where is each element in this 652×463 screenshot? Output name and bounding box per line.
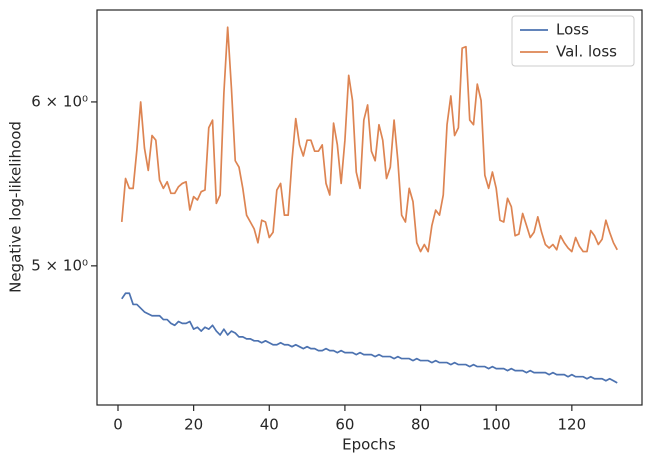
legend-box [511, 15, 635, 67]
x-tick-label: 120 [558, 416, 587, 434]
y-axis-label: Negative log-likelihood [7, 121, 25, 293]
x-tick-label: 60 [335, 416, 354, 434]
y-tick-label: 6 × 10⁰ [31, 92, 88, 110]
legend-label: Loss [556, 21, 589, 39]
x-tick-label: 80 [411, 416, 430, 434]
x-tick-label: 0 [113, 416, 123, 434]
line [120, 26, 618, 253]
x-tick-label: 100 [482, 416, 511, 434]
x-axis-label: Epochs [342, 436, 396, 454]
x-tick-label: 40 [260, 416, 279, 434]
plot-frame [96, 9, 643, 406]
x-tick-label: 20 [184, 416, 203, 434]
legend-label: Val. loss [556, 43, 617, 61]
line [121, 292, 618, 384]
y-tick-label: 5 × 10⁰ [31, 256, 88, 274]
